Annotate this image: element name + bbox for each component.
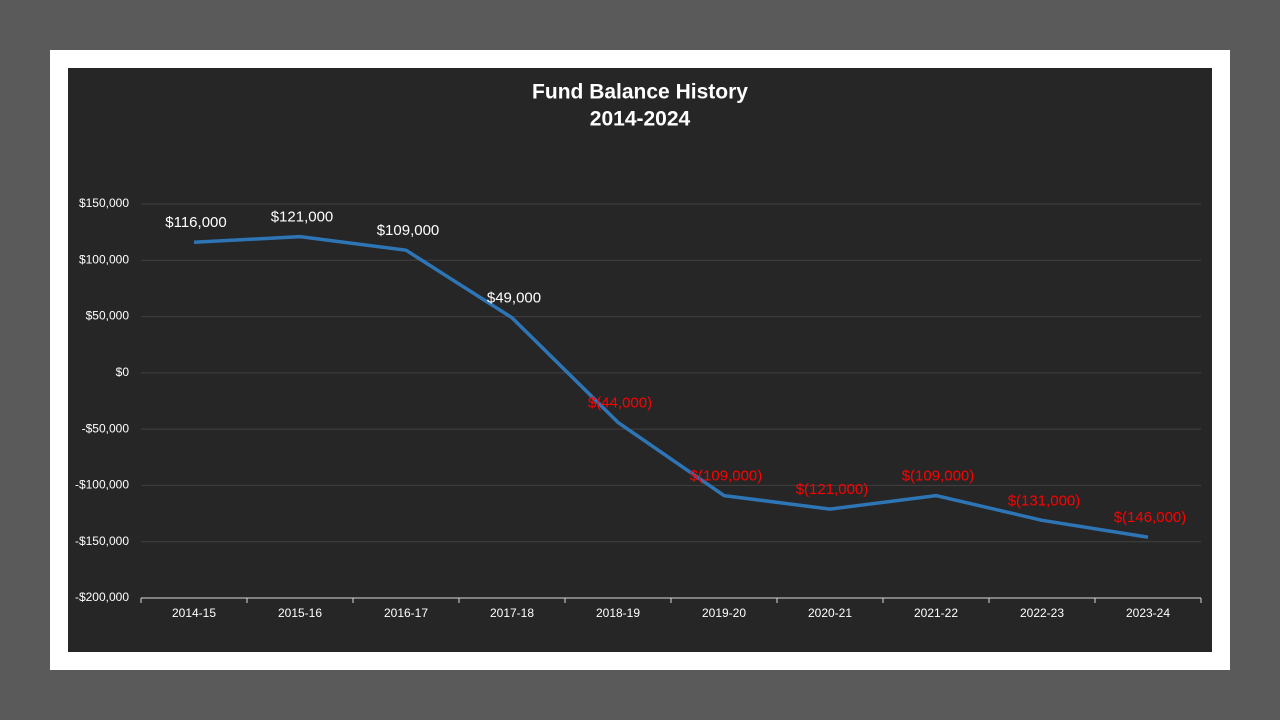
x-tick-label: 2021-22 <box>914 606 958 620</box>
y-tick-label: $100,000 <box>79 252 129 266</box>
y-tick-label: -$100,000 <box>75 478 129 492</box>
x-tick-label: 2022-23 <box>1020 606 1064 620</box>
x-tick-label: 2014-15 <box>172 606 216 620</box>
x-tick-label: 2016-17 <box>384 606 428 620</box>
data-label: $(109,000) <box>902 468 975 485</box>
chart-area <box>68 68 1212 652</box>
data-label: $(109,000) <box>690 468 763 485</box>
chart-subtitle: 2014-2024 <box>590 108 691 131</box>
y-tick-label: $0 <box>116 365 130 379</box>
x-tick-label: 2017-18 <box>490 606 534 620</box>
x-tick-label: 2015-16 <box>278 606 322 620</box>
y-tick-label: $50,000 <box>86 309 130 323</box>
chart-title: Fund Balance History <box>532 81 748 104</box>
data-label: $(121,000) <box>796 481 869 498</box>
data-label: $(146,000) <box>1114 509 1187 526</box>
y-tick-label: -$200,000 <box>75 590 129 604</box>
data-label: $(131,000) <box>1008 492 1081 509</box>
y-tick-label: $150,000 <box>79 196 129 210</box>
x-tick-label: 2018-19 <box>596 606 640 620</box>
data-label: $(44,000) <box>588 394 652 411</box>
x-tick-label: 2019-20 <box>702 606 746 620</box>
data-label: $109,000 <box>377 222 440 239</box>
y-tick-label: -$50,000 <box>82 421 130 435</box>
data-label: $121,000 <box>271 209 334 226</box>
x-tick-label: 2023-24 <box>1126 606 1170 620</box>
x-tick-label: 2020-21 <box>808 606 852 620</box>
line <box>193 234 1149 539</box>
data-label: $116,000 <box>165 214 226 231</box>
data-label: $49,000 <box>487 290 541 307</box>
y-tick-label: -$150,000 <box>75 534 129 548</box>
